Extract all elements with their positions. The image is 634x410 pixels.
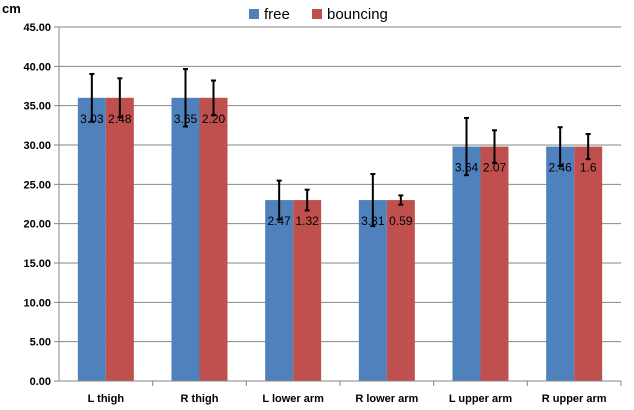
y-axis-ticks: 0.00 5.00 10.00 15.00 20.00 25.00 30.00 35.00 40…	[23, 22, 59, 388]
legend-swatch-free	[249, 9, 259, 19]
bar-bouncing-2	[293, 200, 322, 381]
bar-bouncing-0	[105, 97, 134, 382]
data-label-bouncing-1: 2.20	[202, 112, 226, 126]
data-label-bouncing-4: 2.07	[483, 161, 507, 175]
bar-bouncing-4	[480, 146, 509, 381]
y-tick-label: 45.00	[23, 22, 51, 34]
data-label-bouncing-2: 1.32	[295, 214, 319, 228]
x-category-label: R thigh	[181, 393, 219, 405]
legend-swatch-bouncing	[312, 9, 322, 19]
legend: free bouncing	[249, 6, 388, 23]
bar-bouncing-1	[199, 97, 228, 382]
data-label-free-1: 3.65	[174, 112, 198, 126]
data-label-free-0: 3.03	[80, 112, 104, 126]
axes	[58, 27, 622, 386]
data-label-free-2: 2.47	[267, 214, 291, 228]
legend-label-bouncing: bouncing	[327, 6, 388, 23]
data-label-bouncing-3: 0.59	[389, 214, 413, 228]
bar-free-3	[358, 200, 387, 381]
legend-label-free: free	[264, 6, 290, 23]
y-tick-label: 0.00	[30, 376, 51, 388]
data-label-bouncing-5: 1.6	[580, 161, 597, 175]
data-label-free-3: 3.31	[361, 214, 385, 228]
y-tick-label: 15.00	[23, 258, 51, 270]
bar-bouncing-3	[386, 200, 415, 381]
x-category-label: R lower arm	[355, 393, 418, 405]
x-category-label: R upper arm	[542, 393, 607, 405]
y-axis-unit-label: cm	[2, 1, 21, 16]
data-label-bouncing-0: 2.48	[108, 112, 132, 126]
gridlines	[59, 26, 621, 343]
data-labels: 3.03 2.48 3.65 2.20 2.47 1.32 3.31 0.59 3.64 2.07…	[80, 112, 597, 228]
bar-free-1	[171, 97, 200, 382]
bars	[77, 97, 603, 382]
x-category-label: L upper arm	[449, 393, 513, 405]
y-tick-label: 35.00	[23, 101, 51, 113]
x-category-label: L lower arm	[262, 393, 324, 405]
x-category-label: L thigh	[88, 393, 125, 405]
data-label-free-4: 3.64	[455, 161, 479, 175]
bar-bouncing-5	[574, 146, 603, 381]
error-bars	[89, 68, 591, 228]
data-label-free-5: 2.46	[548, 161, 572, 175]
y-tick-label: 30.00	[23, 140, 51, 152]
bar-free-4	[452, 146, 481, 381]
bar-free-0	[77, 97, 106, 382]
y-tick-label: 25.00	[23, 179, 51, 191]
x-axis-category-labels: L thigh R thigh L lower arm R lower arm L up…	[88, 393, 607, 405]
bar-free-5	[546, 146, 575, 381]
y-tick-label: 5.00	[30, 337, 51, 349]
bar-free-2	[265, 200, 294, 381]
y-tick-label: 40.00	[23, 61, 51, 73]
y-tick-label: 10.00	[23, 297, 51, 309]
y-tick-label: 20.00	[23, 219, 51, 231]
